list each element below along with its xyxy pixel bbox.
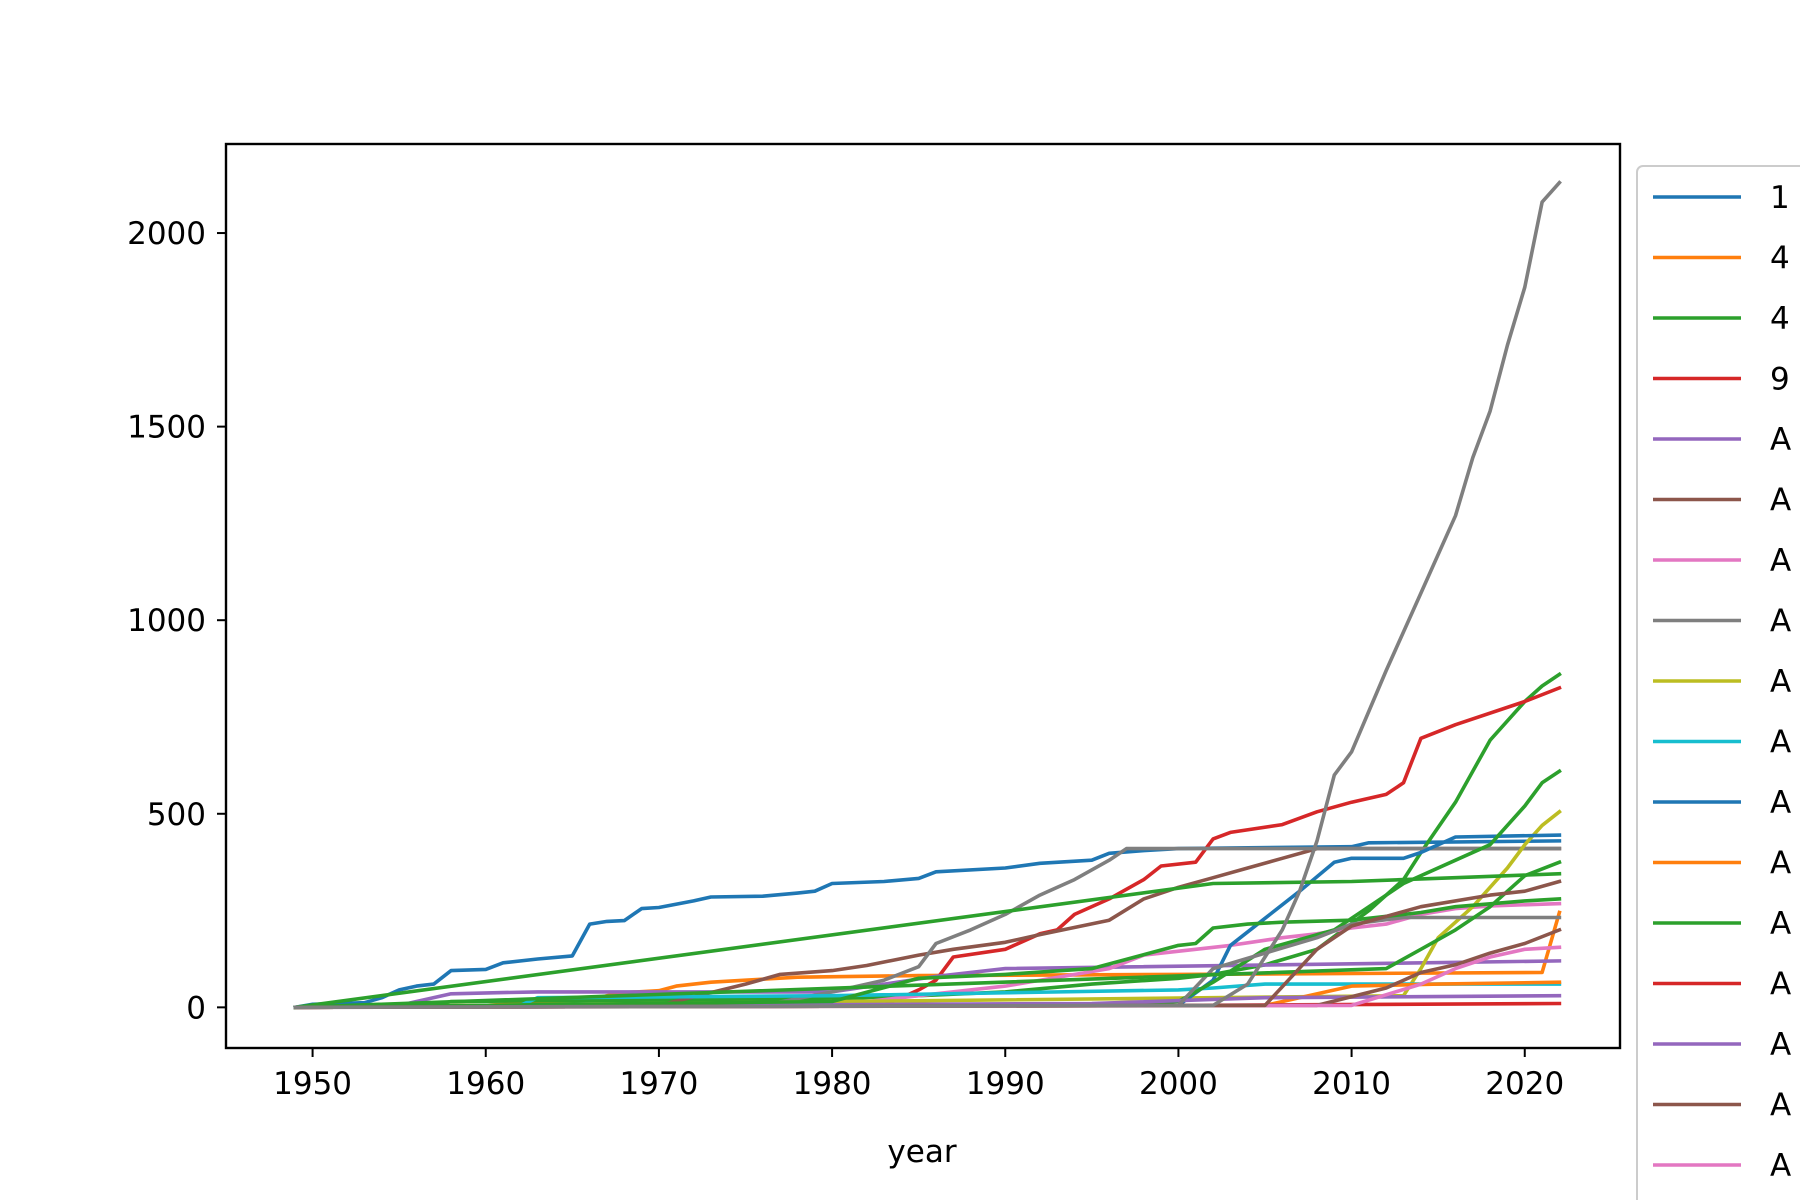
legend-label: A <box>1770 483 1791 519</box>
series-line-22 <box>293 180 1562 1010</box>
y-tick-label: 2000 <box>127 216 206 252</box>
y-tick-label: 500 <box>147 797 206 833</box>
x-tick-label: 1990 <box>966 1066 1045 1102</box>
series-line-5 <box>293 846 1562 1010</box>
legend-label: A <box>1770 604 1791 640</box>
y-tick-label: 1000 <box>127 603 206 639</box>
x-tick-label: 1960 <box>446 1066 525 1102</box>
x-axis: 1950 1960 1970 1980 1990 2000 2010 2020 <box>273 1048 1564 1102</box>
plot-frame <box>224 142 1622 1050</box>
series-layer <box>293 180 1562 1010</box>
y-tick-label: 0 <box>186 990 206 1026</box>
legend-label: A <box>1770 1148 1791 1184</box>
x-tick-label: 2010 <box>1312 1066 1391 1102</box>
legend-box <box>1636 165 1800 1200</box>
series-line-19 <box>293 871 1562 1010</box>
legend-label: A <box>1770 906 1791 942</box>
legend-label: A <box>1770 1027 1791 1063</box>
x-tick-label: 1970 <box>619 1066 698 1102</box>
legend-label: 9 <box>1770 362 1790 398</box>
series-line-17 <box>293 915 1562 1010</box>
x-tick-label: 2000 <box>1139 1066 1218 1102</box>
series-line-21 <box>293 879 1562 1010</box>
legend-label: A <box>1770 422 1791 458</box>
legend-label: 4 <box>1770 301 1790 337</box>
series-line-18 <box>293 896 1562 1010</box>
x-tick-label: 2020 <box>1485 1066 1564 1102</box>
y-tick-label: 1500 <box>127 410 206 446</box>
legend-label: 4 <box>1770 241 1790 277</box>
legend-label: A <box>1770 846 1791 882</box>
legend-label: A <box>1770 725 1791 761</box>
x-tick-label: 1980 <box>793 1066 872 1102</box>
series-line-2 <box>293 671 1562 1010</box>
legend-label: 1 <box>1770 180 1790 216</box>
x-axis-title: year <box>887 1134 956 1170</box>
y-axis: 0 500 1000 1500 2000 <box>127 216 226 1026</box>
series-line-20 <box>293 859 1562 1010</box>
legend-label: A <box>1770 543 1791 579</box>
x-tick-label: 1950 <box>273 1066 352 1102</box>
legend-label: A <box>1770 785 1791 821</box>
legend-label: A <box>1770 1088 1791 1124</box>
series-line-16 <box>293 945 1562 1010</box>
series-line-7 <box>293 846 1562 1010</box>
series-line-15 <box>293 927 1562 1010</box>
series-line-0 <box>293 839 1562 1010</box>
series-line-3 <box>293 685 1562 1010</box>
legend-label: A <box>1770 967 1791 1003</box>
series-line-6 <box>293 901 1562 1010</box>
legend-label: A <box>1770 664 1791 700</box>
